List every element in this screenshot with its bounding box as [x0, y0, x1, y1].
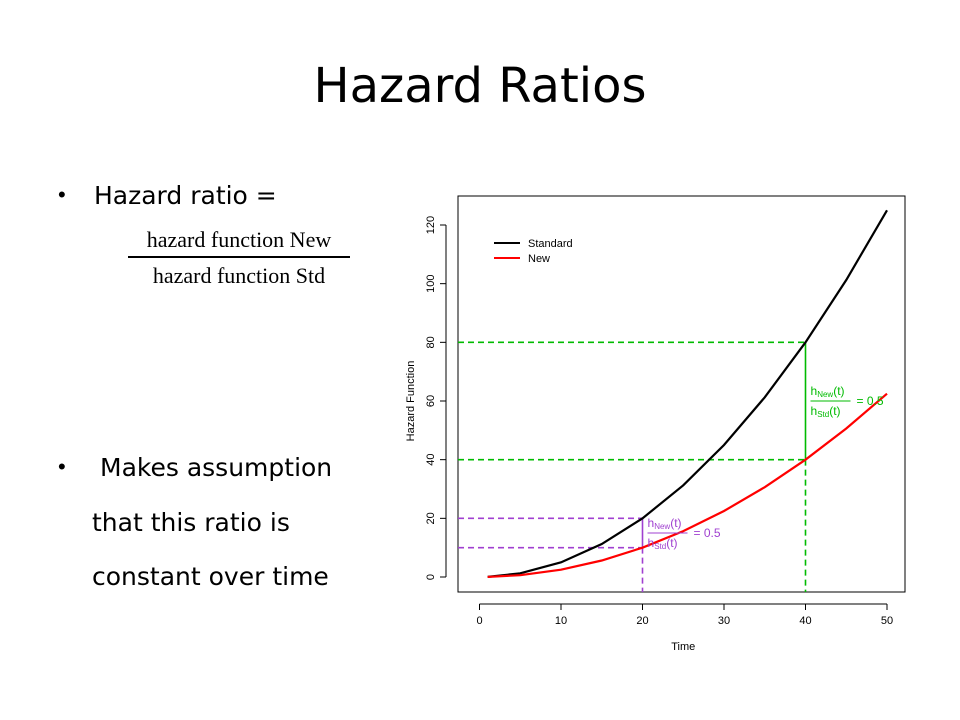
hazard-ratio-fraction: hazard function New hazard function Std	[128, 226, 350, 290]
x-axis-label: Time	[671, 641, 695, 653]
ratio-numerator: hNew(t)	[811, 384, 845, 399]
plot-frame	[457, 195, 906, 593]
fraction-numerator: hazard function New	[146, 227, 332, 252]
y-tick-label: 40	[425, 454, 437, 466]
bullet-marker: •	[58, 454, 66, 479]
y-tick-label: 100	[425, 274, 437, 292]
fraction-bar	[128, 256, 350, 258]
ratio-numerator: hNew(t)	[648, 516, 682, 531]
ratio-value: = 0.5	[857, 394, 884, 408]
bullet-assumption-line1: Makes assumption	[100, 453, 333, 482]
bullet-marker: •	[58, 182, 66, 207]
y-tick-label: 0	[425, 574, 437, 580]
hazard-function-chart: 0 10 20 30 40 50 Time 0 20 40 60 80 100 120 Hazard Fun…	[405, 195, 906, 653]
series-line-new	[487, 392, 888, 579]
slide-title: Hazard Ratios	[313, 58, 647, 114]
x-tick-label: 50	[881, 615, 893, 627]
x-tick-label: 40	[799, 615, 811, 627]
y-tick-label: 80	[425, 336, 437, 348]
ratio-denominator: hStd(t)	[811, 404, 841, 419]
series-line-standard	[487, 209, 888, 578]
y-axis-label: Hazard Function	[405, 361, 417, 442]
legend-label: New	[528, 253, 550, 265]
x-tick-label: 20	[636, 615, 648, 627]
legend-label: Standard	[528, 238, 573, 250]
bullet-assumption-line3: constant over time	[92, 562, 329, 591]
y-tick-label: 60	[425, 395, 437, 407]
y-tick-label: 20	[425, 512, 437, 524]
ratio-denominator: hStd(t)	[648, 536, 678, 551]
ratio-value: = 0.5	[694, 526, 721, 540]
bullet-hazard-ratio: Hazard ratio =	[94, 181, 277, 210]
bullet-assumption-line2: that this ratio is	[92, 508, 290, 537]
y-tick-label: 120	[425, 216, 437, 234]
x-tick-label: 10	[555, 615, 567, 627]
fraction-denominator: hazard function Std	[152, 262, 326, 288]
x-tick-label: 0	[476, 615, 482, 627]
x-tick-label: 30	[718, 615, 730, 627]
